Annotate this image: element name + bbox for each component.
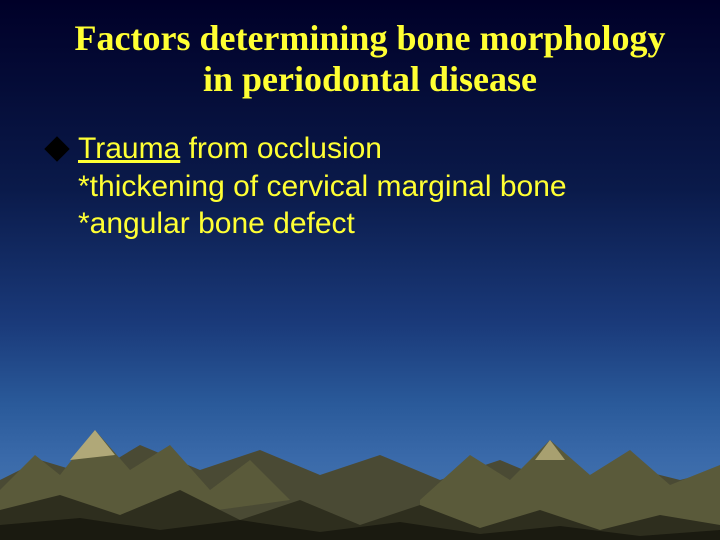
slide: Factors determining bone morphology in p…: [0, 0, 720, 540]
diamond-bullet-icon: [44, 136, 69, 161]
bullet-text: Trauma from occlusion: [78, 130, 382, 168]
slide-title: Factors determining bone morphology in p…: [60, 18, 680, 101]
bullet-sub-2: *angular bone defect: [78, 205, 680, 243]
bullet-heading-underlined: Trauma: [78, 132, 180, 165]
mountains-decoration: [0, 360, 720, 540]
slide-body: Trauma from occlusion *thickening of cer…: [48, 130, 680, 243]
bullet-sub-1: *thickening of cervical marginal bone: [78, 168, 680, 206]
bullet-heading-rest: from occlusion: [180, 132, 382, 165]
bullet-item: Trauma from occlusion: [48, 130, 680, 168]
